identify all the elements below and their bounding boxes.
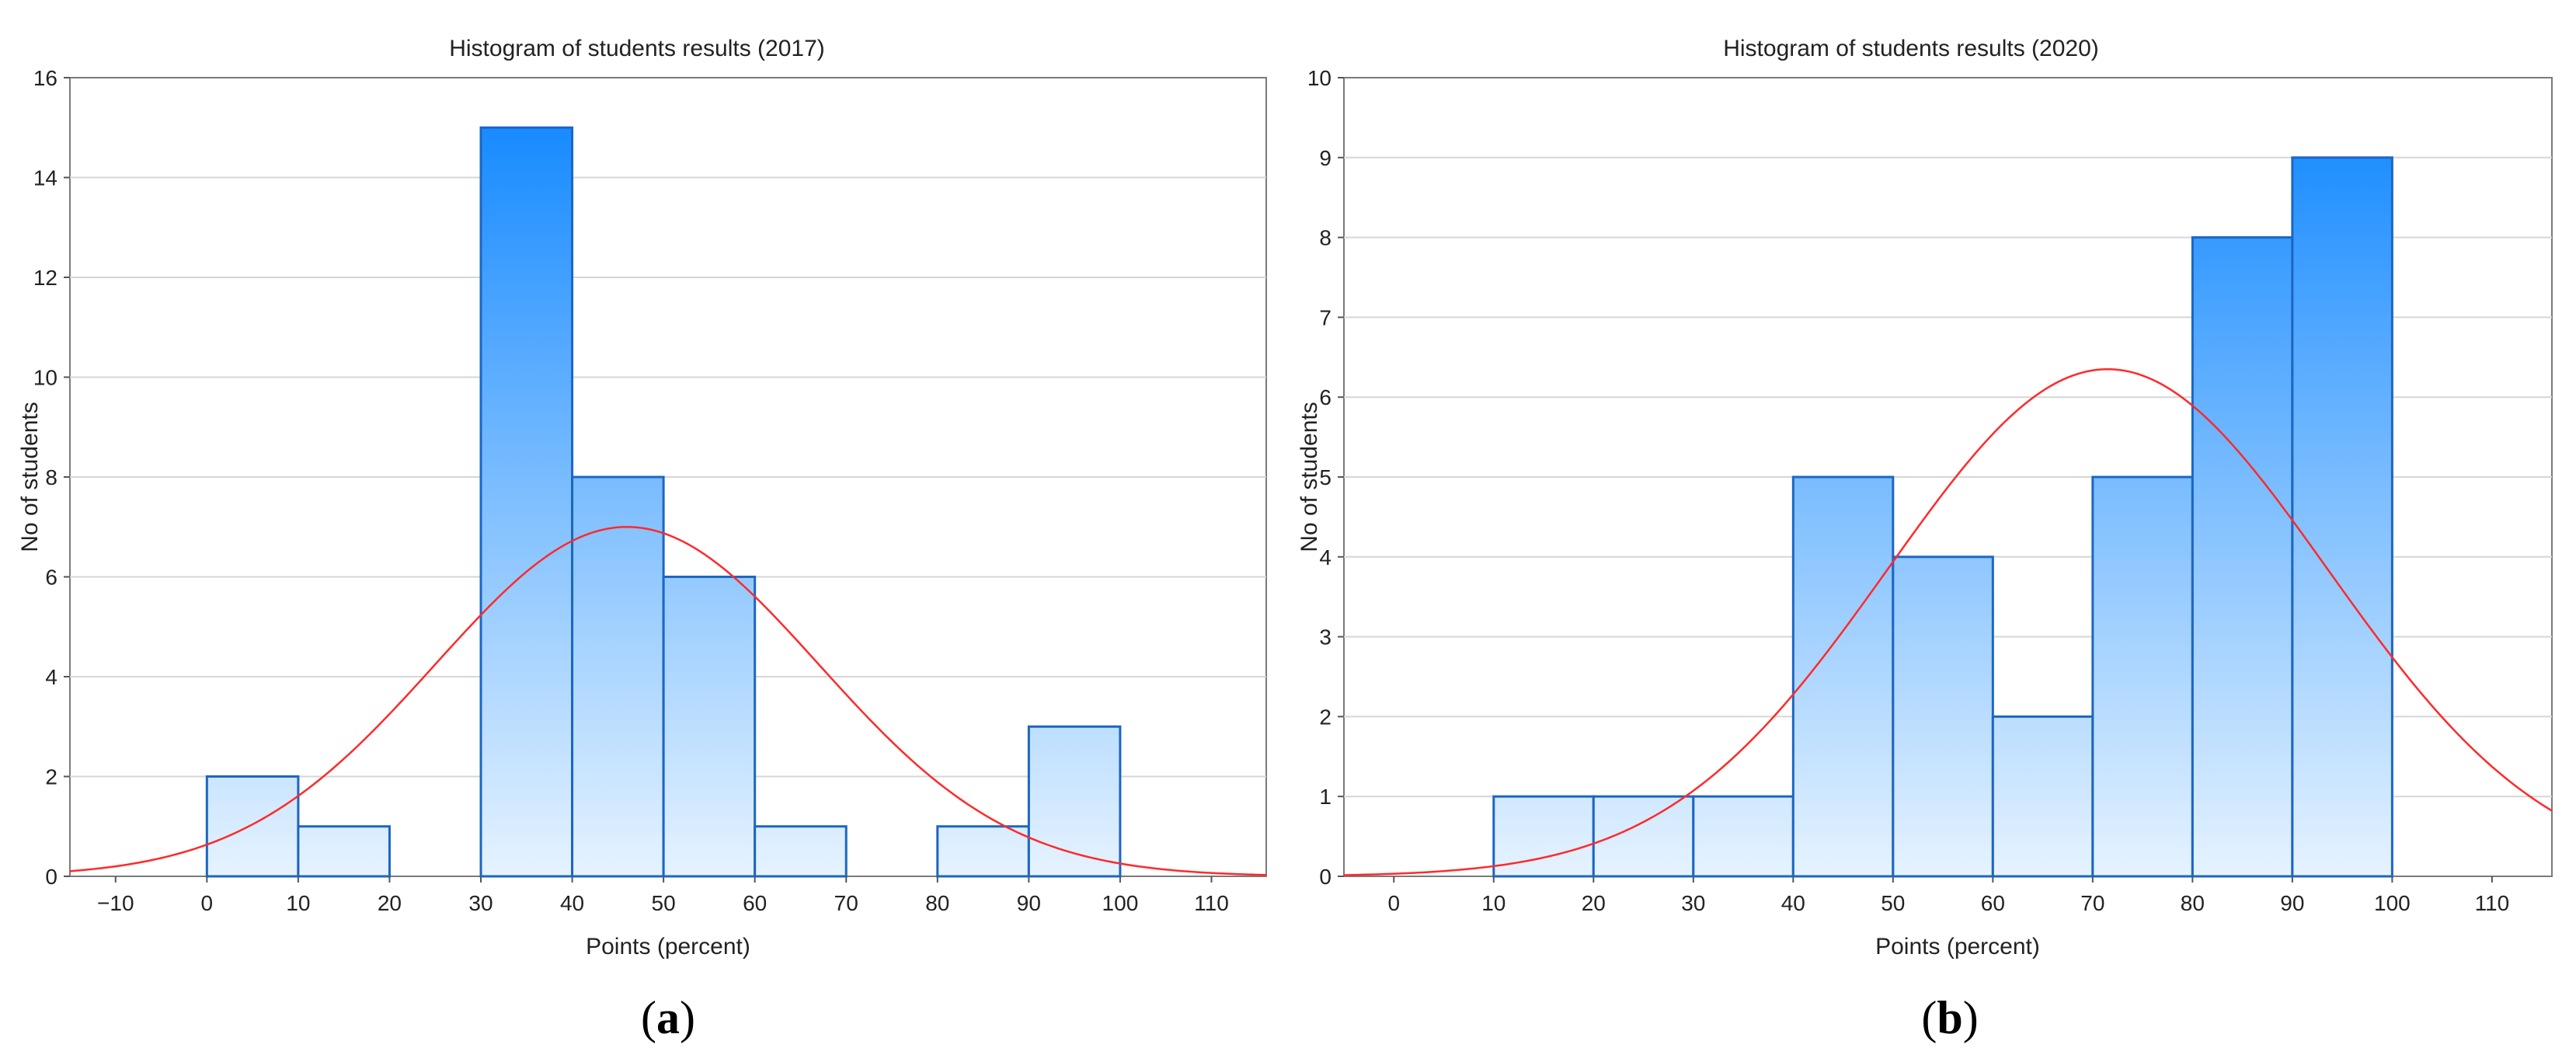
y-tick-label: 16: [33, 66, 57, 90]
y-tick-label: 7: [1319, 305, 1332, 329]
x-tick-label: 80: [2181, 891, 2205, 915]
x-tick-label: 0: [201, 891, 214, 915]
histogram-bar: [205, 775, 300, 878]
x-tick-label: 90: [2280, 891, 2304, 915]
x-tick-label: 60: [743, 891, 767, 915]
normal-curve-2017: [69, 525, 1267, 876]
y-tick-label: 2: [45, 765, 57, 789]
histogram-bar: [936, 825, 1030, 878]
y-tick-label: 10: [33, 366, 57, 390]
histogram-bar: [479, 126, 574, 878]
histogram-panel-2017: Histogram of students results (2017) 0 2 4…: [17, 36, 1267, 1043]
x-tick-label: 10: [286, 891, 310, 915]
y-tick-label: 8: [1319, 226, 1332, 250]
y-tick-label: 0: [45, 865, 57, 889]
x-tick-label: 90: [1017, 891, 1041, 915]
y-tick-label: 10: [1307, 66, 1332, 90]
histogram-bar: [754, 825, 848, 878]
x-tick-label: 20: [1582, 891, 1606, 915]
x-tick-label: 30: [468, 891, 493, 915]
histogram-bar: [571, 475, 665, 878]
x-tick-label: −10: [97, 891, 134, 915]
y-tick-label: 4: [1319, 545, 1332, 569]
y-tick-label: 1: [1319, 785, 1332, 809]
histogram-bar: [1692, 795, 1794, 878]
x-tick-label: 100: [2374, 891, 2411, 915]
x-axis-ticks-2020: 0 10 20 30 40 50 60 70 80 90 100 110: [1387, 876, 2509, 915]
histogram-bar: [1592, 795, 1695, 878]
histogram-bar: [1991, 715, 2094, 878]
chart-title-2017: Histogram of students results (2017): [449, 36, 825, 61]
x-tick-label: 80: [925, 891, 949, 915]
x-axis-ticks-2017: −10 0 10 20 30 40 50 60 70 80 90 100 110: [97, 876, 1229, 915]
histogram-bar: [2291, 156, 2393, 878]
x-tick-label: 100: [1102, 891, 1139, 915]
x-tick-label: 10: [1481, 891, 1506, 915]
y-tick-label: 6: [1319, 385, 1332, 409]
y-tick-label: 6: [45, 566, 57, 590]
x-tick-label: 50: [1881, 891, 1905, 915]
y-tick-label: 5: [1319, 465, 1332, 489]
histogram-panel-2020: Histogram of students results (2020) 0 1 2…: [1297, 36, 2553, 1043]
panel-label-b: (b): [1921, 992, 1978, 1043]
y-tick-label: 12: [33, 266, 57, 290]
y-tick-label: 9: [1319, 146, 1332, 170]
y-tick-label: 4: [45, 665, 57, 689]
histogram-bar: [1027, 725, 1122, 878]
y-tick-label: 0: [1319, 865, 1332, 889]
x-tick-label: 110: [2475, 891, 2510, 915]
x-tick-label: 60: [1981, 891, 2005, 915]
x-tick-label: 30: [1681, 891, 1705, 915]
x-tick-label: 110: [1194, 891, 1229, 915]
x-tick-label: 0: [1387, 891, 1400, 915]
y-axis-label-2020: No of students: [1297, 402, 1322, 552]
y-tick-label: 2: [1319, 705, 1332, 729]
histogram-bar: [662, 576, 757, 878]
normal-curve-2020: [1343, 367, 2553, 876]
y-axis-ticks-2017: 0 2 4 6 8 10 12 14 16: [33, 66, 70, 889]
bars-2020: [1492, 156, 2393, 878]
y-tick-label: 14: [33, 166, 57, 190]
histogram-bar: [297, 825, 391, 878]
y-tick-label: 3: [1319, 625, 1332, 649]
panel-label-a: (a): [641, 992, 695, 1043]
y-axis-ticks-2020: 0 1 2 3 4 5 6 7 8 9 10: [1307, 66, 1344, 889]
x-tick-label: 70: [834, 891, 858, 915]
x-tick-label: 40: [560, 891, 584, 915]
x-axis-label-2020: Points (percent): [1875, 934, 2040, 959]
x-tick-label: 70: [2080, 891, 2104, 915]
x-tick-label: 40: [1781, 891, 1805, 915]
bars-2017: [205, 126, 1122, 878]
histogram-bar: [1892, 555, 1994, 878]
y-axis-label-2017: No of students: [17, 402, 43, 552]
histogram-bar: [2091, 475, 2194, 878]
y-tick-label: 8: [45, 465, 57, 489]
histogram-bar: [2191, 236, 2294, 878]
chart-title-2020: Histogram of students results (2020): [1723, 36, 2099, 61]
x-tick-label: 50: [652, 891, 676, 915]
x-tick-label: 20: [378, 891, 402, 915]
x-axis-label-2017: Points (percent): [586, 934, 750, 959]
